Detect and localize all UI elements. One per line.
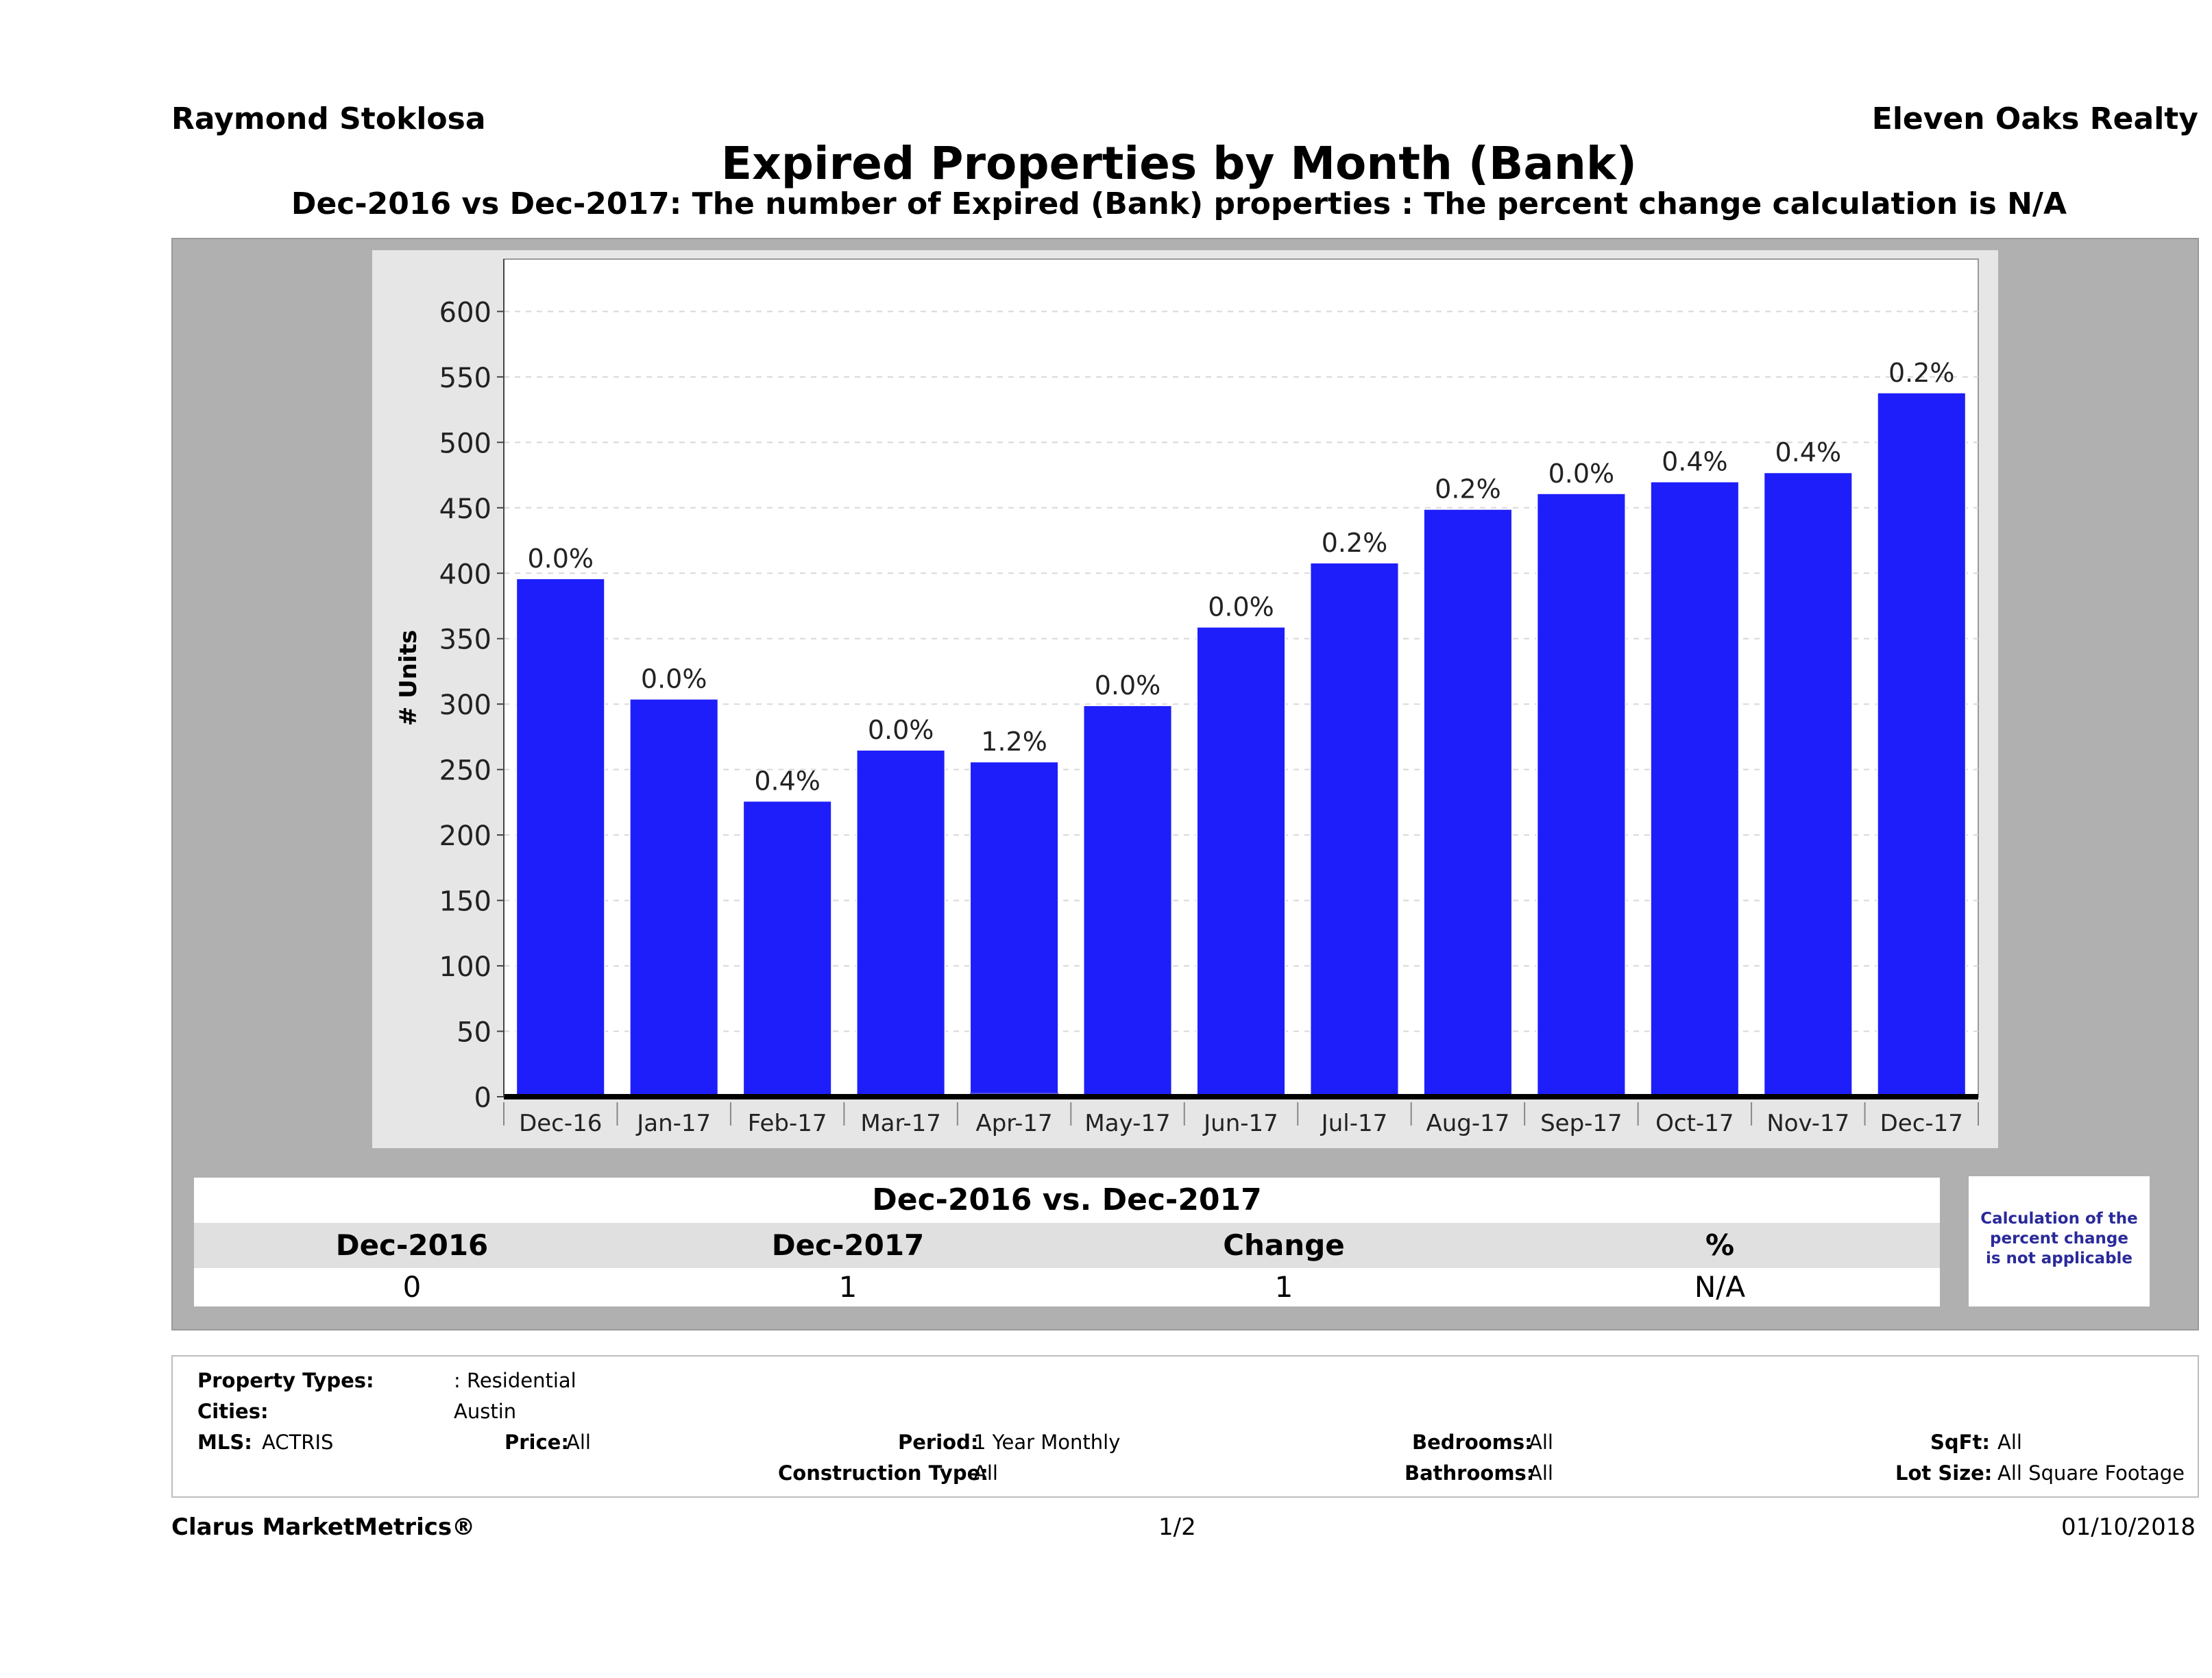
bar-Apr-17 bbox=[969, 761, 1060, 1097]
bar-Sep-17 bbox=[1536, 492, 1627, 1097]
cities-value: Austin bbox=[454, 1400, 517, 1423]
bar-Oct-17 bbox=[1649, 481, 1740, 1097]
bedrooms-value: All bbox=[1529, 1431, 1553, 1454]
lot-size-label: Lot Size: bbox=[1895, 1461, 1993, 1485]
bar-data-label: 0.4% bbox=[1775, 437, 1842, 467]
bar-Nov-17 bbox=[1763, 472, 1854, 1097]
comparison-value-dec2016: 0 bbox=[402, 1270, 422, 1304]
bar-Mar-17 bbox=[855, 749, 946, 1097]
report-title: Expired Properties by Month (Bank) bbox=[721, 137, 1637, 190]
y-tick-label: 50 bbox=[457, 1017, 491, 1049]
x-tick-label: Apr-17 bbox=[975, 1110, 1052, 1137]
y-tick-label: 100 bbox=[439, 951, 491, 983]
x-tick-label: Jan-17 bbox=[635, 1110, 711, 1137]
bar-Dec-16 bbox=[515, 577, 606, 1097]
property-types-label: Property Types: bbox=[197, 1369, 374, 1392]
bar-data-label: 0.0% bbox=[641, 664, 707, 694]
percent-change-note: Calculation of the percent change is not… bbox=[1969, 1176, 2150, 1306]
note-line-1: Calculation of the bbox=[1980, 1210, 2138, 1228]
cities-label: Cities: bbox=[197, 1400, 269, 1423]
y-tick-label: 200 bbox=[439, 820, 491, 852]
y-tick-label: 350 bbox=[439, 624, 491, 656]
y-tick-label: 0 bbox=[474, 1082, 491, 1114]
price-label: Price: bbox=[505, 1431, 569, 1454]
bar-data-label: 0.0% bbox=[868, 715, 934, 745]
comparison-value-dec2017: 1 bbox=[838, 1270, 858, 1304]
comparison-header-dec2017: Dec-2017 bbox=[771, 1228, 925, 1262]
comparison-value-row: 0 1 1 N/A bbox=[194, 1268, 1940, 1306]
x-tick-label: Feb-17 bbox=[748, 1110, 827, 1137]
comparison-header-row: Dec-2016 Dec-2017 Change % bbox=[194, 1223, 1940, 1268]
sqft-label: SqFt: bbox=[1930, 1431, 1990, 1454]
comparison-value-change: 1 bbox=[1274, 1270, 1293, 1304]
y-tick-label: 600 bbox=[439, 297, 491, 328]
comparison-header-change: Change bbox=[1223, 1228, 1345, 1262]
note-line-2: percent change bbox=[1990, 1230, 2128, 1248]
bedrooms-label: Bedrooms: bbox=[1412, 1431, 1533, 1454]
y-tick-label: 450 bbox=[439, 494, 491, 525]
mls-label: MLS: bbox=[197, 1431, 252, 1454]
comparison-header-percent: % bbox=[1705, 1228, 1735, 1262]
bathrooms-value: All bbox=[1529, 1461, 1553, 1485]
bar-data-label: 0.0% bbox=[1095, 670, 1161, 701]
y-tick-label: 300 bbox=[439, 690, 491, 721]
mls-value: ACTRIS bbox=[262, 1431, 334, 1454]
x-tick-label: Dec-17 bbox=[1880, 1110, 1963, 1137]
filter-summary: Property Types: : Residential Cities: Au… bbox=[171, 1355, 2199, 1498]
x-tick-label: Jul-17 bbox=[1320, 1110, 1388, 1137]
x-tick-label: Oct-17 bbox=[1655, 1110, 1734, 1137]
x-tick-label: Dec-16 bbox=[519, 1110, 602, 1137]
period-value: 1 Year Monthly bbox=[973, 1431, 1121, 1454]
lot-size-value: All Square Footage bbox=[1997, 1461, 2185, 1485]
bar-data-label: 0.4% bbox=[1662, 447, 1728, 477]
bar-data-label: 0.0% bbox=[527, 544, 594, 574]
footer-date: 01/10/2018 bbox=[2061, 1513, 2196, 1541]
comparison-header-dec2016: Dec-2016 bbox=[335, 1228, 489, 1262]
y-tick-label: 500 bbox=[439, 428, 491, 459]
bar-Feb-17 bbox=[742, 800, 833, 1097]
x-tick-label: Sep-17 bbox=[1540, 1110, 1622, 1137]
construction-type-value: All bbox=[973, 1461, 998, 1485]
bar-data-label: 0.2% bbox=[1888, 358, 1955, 388]
bar-data-label: 0.2% bbox=[1322, 528, 1388, 558]
period-label: Period: bbox=[898, 1431, 979, 1454]
report-subtitle: Dec-2016 vs Dec-2017: The number of Expi… bbox=[291, 186, 2067, 221]
y-tick-label: 250 bbox=[439, 755, 491, 787]
footer-brand: Clarus MarketMetrics® bbox=[171, 1513, 476, 1541]
price-value: All bbox=[566, 1431, 591, 1454]
bar-Jul-17 bbox=[1309, 561, 1400, 1097]
agent-name: Raymond Stoklosa bbox=[171, 101, 486, 136]
property-types-value: : Residential bbox=[454, 1369, 576, 1392]
y-tick-label: 150 bbox=[439, 886, 491, 918]
bar-Dec-17 bbox=[1876, 391, 1967, 1097]
bar-Aug-17 bbox=[1422, 508, 1513, 1097]
bar-data-label: 0.4% bbox=[754, 766, 821, 796]
sqft-value: All bbox=[1997, 1431, 2022, 1454]
comparison-value-percent: N/A bbox=[1694, 1270, 1746, 1304]
comparison-title: Dec-2016 vs. Dec-2017 bbox=[194, 1178, 1940, 1223]
bathrooms-label: Bathrooms: bbox=[1405, 1461, 1535, 1485]
x-tick-label: Mar-17 bbox=[860, 1110, 941, 1137]
x-tick-label: Jun-17 bbox=[1202, 1110, 1278, 1137]
construction-type-label: Construction Type: bbox=[778, 1461, 988, 1485]
y-axis-label: # Units bbox=[395, 630, 422, 726]
footer-page: 1/2 bbox=[1158, 1513, 1196, 1541]
x-tick-label: May-17 bbox=[1084, 1110, 1170, 1137]
brokerage-name: Eleven Oaks Realty bbox=[1871, 101, 2198, 136]
bar-data-label: 0.0% bbox=[1548, 459, 1615, 489]
bar-Jan-17 bbox=[629, 698, 719, 1097]
bar-data-label: 0.2% bbox=[1435, 474, 1501, 504]
bar-May-17 bbox=[1082, 705, 1173, 1098]
y-tick-label: 550 bbox=[439, 363, 491, 394]
bar-data-label: 0.0% bbox=[1208, 592, 1274, 622]
x-tick-label: Nov-17 bbox=[1766, 1110, 1849, 1137]
y-tick-label: 400 bbox=[439, 559, 491, 590]
note-line-3: is not applicable bbox=[1985, 1250, 2133, 1267]
bar-data-label: 1.2% bbox=[981, 727, 1047, 757]
bar-Jun-17 bbox=[1195, 626, 1287, 1097]
x-tick-label: Aug-17 bbox=[1426, 1110, 1509, 1137]
